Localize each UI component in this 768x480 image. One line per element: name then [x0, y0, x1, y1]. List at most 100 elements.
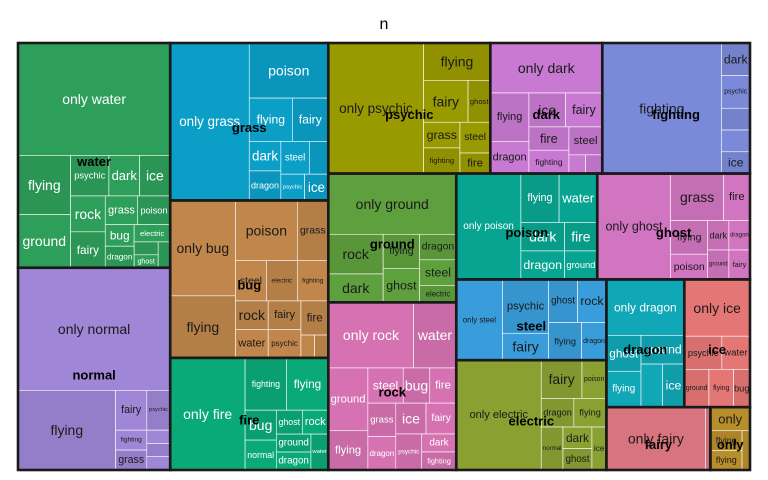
treemap-cell-ghost-fire: [723, 173, 751, 221]
treemap-group-label: fighting: [652, 107, 700, 122]
treemap-cell-label: ice: [594, 444, 605, 453]
treemap-cell-dragon-fighting: [640, 363, 663, 408]
treemap-cell-water-steel: [157, 241, 171, 269]
treemap-cell-label: ice: [146, 168, 164, 184]
treemap-group-label: ground: [370, 236, 415, 251]
treemap-cell-ghost-flying: [670, 220, 709, 255]
treemap-cell-steel-rock: [577, 279, 607, 323]
treemap-cell-label: flying: [441, 54, 474, 70]
treemap-cell-label: psychic: [149, 407, 168, 413]
treemap-cell-label: flying: [579, 408, 600, 418]
treemap-cell-label: dragon: [251, 181, 279, 191]
treemap-group-label: dark: [533, 107, 561, 122]
treemap-cell-label: psychic: [688, 348, 719, 358]
treemap-cell-label: only steel: [463, 315, 497, 324]
treemap-cell-bug-only-bug: [169, 200, 236, 297]
treemap-cell-electric-dragon: [540, 398, 575, 428]
treemap-cell-grass-dark: [248, 141, 282, 172]
treemap-cell-label: grass: [300, 225, 326, 237]
treemap-cell-rock-fire: [429, 367, 457, 404]
treemap-cell-label: ground: [278, 438, 309, 449]
treemap-cell-label: psychic: [283, 184, 302, 190]
treemap-cell-steel-flying: [548, 322, 582, 361]
treemap-cell-label: poison: [674, 261, 705, 273]
treemap-group-label: psychic: [385, 107, 433, 122]
treemap-group-label: dragon: [623, 342, 667, 357]
treemap-cell-water-unnamed: [133, 241, 159, 256]
treemap-cell-label: water: [723, 347, 748, 358]
treemap-cell-label: bug: [110, 228, 130, 242]
treemap-cell-water-flying: [17, 155, 71, 215]
treemap-cell-label: fighting: [121, 437, 143, 444]
treemap-cell-fighting-unnamed: [721, 107, 751, 131]
treemap-cell-grass-steel: [280, 141, 310, 175]
treemap-cell-label: flying: [716, 436, 737, 446]
treemap-cell-label: poison: [584, 376, 604, 383]
treemap-cell-dragon-ghost: [606, 335, 642, 372]
treemap-cell-label: only water: [62, 91, 126, 107]
treemap-cell-dark-fairy: [565, 92, 603, 128]
treemap-cell-label: dark: [342, 280, 370, 296]
treemap-cell-label: steel: [425, 266, 451, 280]
treemap-cell-water-only-water: [17, 42, 171, 156]
treemap-cell-label: dragon: [422, 242, 455, 253]
treemap-cell-label: ghost: [470, 97, 489, 106]
treemap-cell-psychic-steel: [459, 121, 491, 154]
treemap-cell-psychic-flying: [423, 42, 491, 81]
treemap-cell-label: dark: [112, 168, 138, 183]
treemap-cell-label: dark: [710, 230, 728, 240]
treemap-cell-label: psychic: [724, 88, 748, 95]
treemap-cell-normal-unnamed: [146, 456, 171, 471]
treemap-cell-label: fairy: [549, 372, 575, 387]
treemap-cell-label: poison: [246, 223, 287, 239]
treemap-group-label: fire: [239, 412, 259, 427]
treemap-cell-label: only ground: [356, 196, 429, 212]
treemap-cell-label: psychic: [507, 300, 545, 312]
treemap-group-label: rock: [379, 385, 407, 400]
treemap-cell-label: only rock: [343, 327, 400, 343]
treemap-cell-ground-only-ground: [327, 173, 457, 235]
treemap-cell-label: bug: [405, 378, 428, 394]
treemap-cell-bug-electric: [266, 260, 298, 302]
treemap-cell-label: fighting: [252, 379, 280, 389]
treemap-cell-label: psychic: [74, 171, 105, 181]
treemap-cell-label: fairy: [572, 103, 596, 117]
treemap-cell-label: dark: [429, 437, 448, 448]
treemap-cell-rock-steel: [367, 367, 404, 404]
treemap-cell-label: flying: [527, 192, 552, 204]
treemap-cell-label: grass: [118, 454, 144, 466]
treemap-cell-label: fire: [435, 380, 451, 392]
treemap-cell-fire-flying: [286, 357, 329, 411]
treemap-cell-rock-fairy: [425, 402, 457, 435]
treemap-cell-label: psychic: [398, 448, 419, 455]
treemap-cell-psychic-fairy: [423, 79, 469, 123]
treemap-cell-fire-normal: [244, 439, 277, 471]
treemap-cell-grass-fighting: [309, 141, 329, 175]
treemap-group-label: electric: [509, 414, 555, 429]
treemap-cell-label: flying: [389, 246, 413, 257]
treemap-cell-bug-water: [235, 329, 269, 359]
treemap-cell-fighting-unnamed: [721, 129, 751, 153]
treemap-cell-label: flying: [554, 336, 576, 346]
treemap-group-label: ghost: [656, 225, 692, 240]
treemap-cell-ground-steel: [419, 259, 457, 286]
treemap-cell-label: grass: [680, 189, 714, 205]
treemap-cell-steel-fairy: [502, 332, 549, 361]
treemap-cell-label: ghost: [137, 257, 154, 265]
treemap-cell-ice-ground: [683, 369, 710, 408]
treemap-cell-rock-only-rock: [327, 302, 414, 369]
treemap-cell-grass-only-grass: [169, 42, 250, 201]
treemap-cell-label: only psychic: [339, 101, 413, 116]
treemap-cell-water-grass: [104, 195, 139, 225]
treemap-cell-label: fighting: [427, 456, 451, 465]
treemap-cell-rock-water: [413, 302, 457, 369]
treemap-cell-label: only fairy: [628, 431, 684, 447]
treemap-cell-label: dragon: [583, 338, 605, 345]
treemap-cell-label: flying: [335, 444, 361, 456]
treemap-cell-water-fairy: [70, 231, 106, 269]
treemap-cell-label: only: [718, 411, 742, 426]
treemap-cell-label: fire: [540, 131, 558, 146]
treemap-cell-label: steel: [373, 379, 398, 393]
treemap-cell-label: rock: [239, 307, 265, 323]
treemap-cell-grass-dragon: [248, 170, 282, 201]
